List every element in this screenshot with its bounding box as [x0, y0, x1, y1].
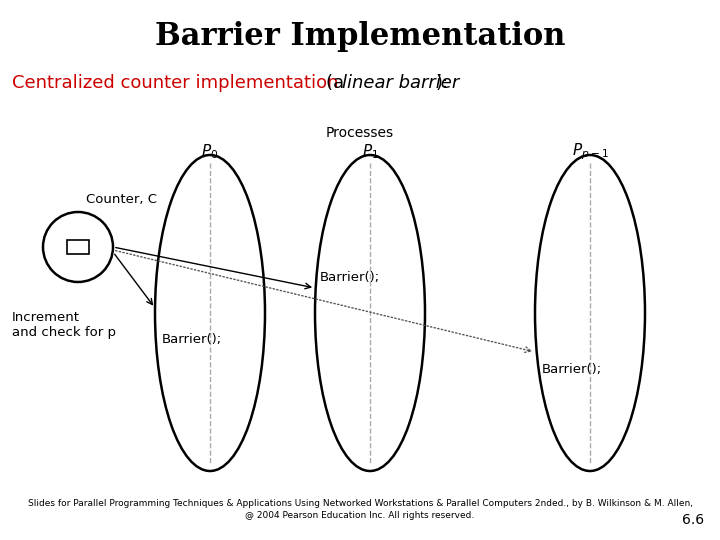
Text: 6.6: 6.6	[682, 513, 704, 527]
Text: Processes: Processes	[326, 126, 394, 140]
Text: Barrier();: Barrier();	[320, 272, 380, 285]
Text: @ 2004 Pearson Education Inc. All rights reserved.: @ 2004 Pearson Education Inc. All rights…	[246, 511, 474, 521]
Text: Slides for Parallel Programming Techniques & Applications Using Networked Workst: Slides for Parallel Programming Techniqu…	[27, 500, 693, 509]
Text: $P_0$: $P_0$	[202, 143, 219, 161]
Text: Barrier();: Barrier();	[542, 363, 602, 376]
Circle shape	[43, 212, 113, 282]
Text: Centralized counter implementation: Centralized counter implementation	[12, 74, 344, 92]
Text: Counter, C: Counter, C	[86, 192, 157, 206]
Text: ):: ):	[436, 74, 449, 92]
FancyBboxPatch shape	[67, 240, 89, 254]
Text: Barrier Implementation: Barrier Implementation	[155, 21, 565, 51]
Text: $P_1$: $P_1$	[361, 143, 379, 161]
Text: Increment
and check for p: Increment and check for p	[12, 311, 116, 339]
Text: $P_{p-1}$: $P_{p-1}$	[572, 141, 608, 163]
Text: linear barrier: linear barrier	[342, 74, 459, 92]
Text: (a: (a	[326, 74, 350, 92]
Text: Barrier();: Barrier();	[162, 334, 222, 347]
